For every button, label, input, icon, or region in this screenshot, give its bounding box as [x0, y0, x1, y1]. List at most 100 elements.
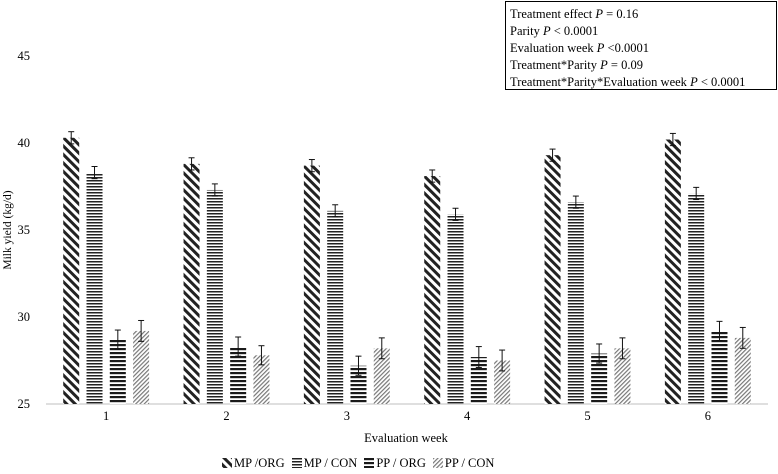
legend-swatch: [364, 458, 375, 468]
legend-swatch-fill: [291, 458, 302, 468]
error-bar: [378, 337, 385, 360]
error-bar: [308, 159, 315, 173]
bar: [544, 155, 561, 404]
y-tick-label: 25: [18, 397, 31, 411]
legend-label: PP / ORG: [376, 455, 426, 470]
error-bar: [669, 132, 676, 147]
p-value: <0.0001: [604, 41, 649, 55]
error-bar: [91, 165, 98, 180]
legend-swatch: [432, 458, 443, 468]
error-bar: [258, 345, 265, 366]
error-bar: [693, 186, 700, 201]
bar: [734, 337, 751, 404]
error-bar: [452, 207, 459, 221]
bar: [109, 339, 126, 404]
p-value: < 0.0001: [550, 24, 599, 38]
stats-line: Treatment effect P = 0.16: [510, 6, 776, 23]
x-tick-label: 5: [584, 409, 590, 423]
bar: [424, 176, 441, 404]
bar: [183, 163, 200, 404]
bar: [63, 137, 80, 404]
error-bar: [716, 320, 723, 341]
stats-label: Treatment*Parity*Evaluation week: [510, 75, 691, 89]
legend-swatch: [291, 458, 302, 468]
legend-swatch-fill: [222, 458, 232, 468]
error-bar: [739, 326, 746, 349]
bar: [688, 193, 705, 404]
bar: [206, 189, 223, 404]
error-bar: [475, 346, 482, 368]
bar: [614, 348, 631, 404]
p-value: = 0.16: [603, 7, 639, 21]
bar: [591, 353, 608, 404]
bars: [63, 131, 751, 404]
error-bar: [332, 204, 339, 218]
bar: [373, 348, 390, 404]
bar: [86, 172, 103, 404]
x-axis-label: Evaluation week: [364, 431, 448, 445]
p-symbol: P: [600, 58, 608, 72]
legend-item: PP / CON: [432, 455, 495, 471]
error-bar: [549, 148, 556, 162]
bar: [230, 346, 247, 404]
bar: [133, 330, 150, 404]
bar: [303, 165, 320, 404]
y-tick-label: 35: [18, 223, 31, 237]
stats-line: Evaluation week P <0.0001: [510, 40, 776, 57]
bar: [447, 214, 464, 404]
legend-label: PP / CON: [444, 455, 495, 470]
error-bar: [188, 157, 195, 171]
legend: MP /ORG MP / CON PP / ORG PP / CON: [222, 455, 501, 471]
error-bar: [499, 349, 506, 372]
legend-item: MP / CON: [291, 455, 358, 471]
error-bar: [211, 183, 218, 197]
x-tick-label: 1: [103, 409, 109, 423]
stats-label: Treatment*Parity: [510, 58, 601, 72]
y-tick-label: 45: [18, 49, 31, 63]
p-symbol: P: [690, 75, 698, 89]
bar: [567, 202, 584, 404]
y-axis-label: Milk yield (kg/d): [2, 190, 14, 269]
x-tick-label: 2: [223, 409, 229, 423]
error-bar: [114, 329, 121, 350]
legend-item: PP / ORG: [364, 456, 426, 471]
stats-line: Treatment*Parity*Evaluation week P < 0.0…: [510, 74, 776, 91]
legend-swatch-fill: [364, 458, 375, 468]
legend-swatch: [222, 458, 232, 468]
error-bar: [235, 336, 242, 357]
bar: [470, 357, 487, 404]
stats-label: Evaluation week: [510, 41, 597, 55]
legend-label: MP /ORG: [234, 455, 285, 470]
bar: [350, 365, 367, 404]
error-bar: [619, 337, 626, 360]
error-bar: [596, 343, 603, 364]
stats-line: Parity P < 0.0001: [510, 23, 776, 40]
stats-line: Treatment*Parity P = 0.09: [510, 57, 776, 74]
error-bar: [138, 319, 145, 342]
legend-swatch-fill: [432, 458, 443, 468]
x-tick-label: 6: [705, 409, 711, 423]
statistics-box: Treatment effect P = 0.16 Parity P < 0.00…: [505, 1, 777, 90]
p-value: = 0.09: [607, 58, 643, 72]
bar: [253, 355, 270, 404]
error-bar: [68, 131, 75, 145]
legend-item: MP /ORG: [222, 456, 285, 471]
error-bar: [355, 355, 362, 376]
p-symbol: P: [595, 7, 604, 21]
error-bar: [429, 169, 436, 183]
stats-label: Treatment effect: [510, 7, 596, 21]
x-tick-label: 3: [344, 409, 350, 423]
bar: [494, 360, 511, 404]
p-value: < 0.0001: [697, 75, 746, 89]
error-bar: [572, 195, 579, 209]
bar: [327, 210, 344, 404]
y-tick-label: 40: [18, 136, 31, 150]
bar: [664, 139, 681, 404]
stats-label: Parity: [510, 24, 543, 38]
legend-label: MP / CON: [303, 455, 358, 470]
p-symbol: P: [542, 24, 551, 38]
bar: [711, 330, 728, 404]
x-tick-label: 4: [464, 409, 471, 423]
